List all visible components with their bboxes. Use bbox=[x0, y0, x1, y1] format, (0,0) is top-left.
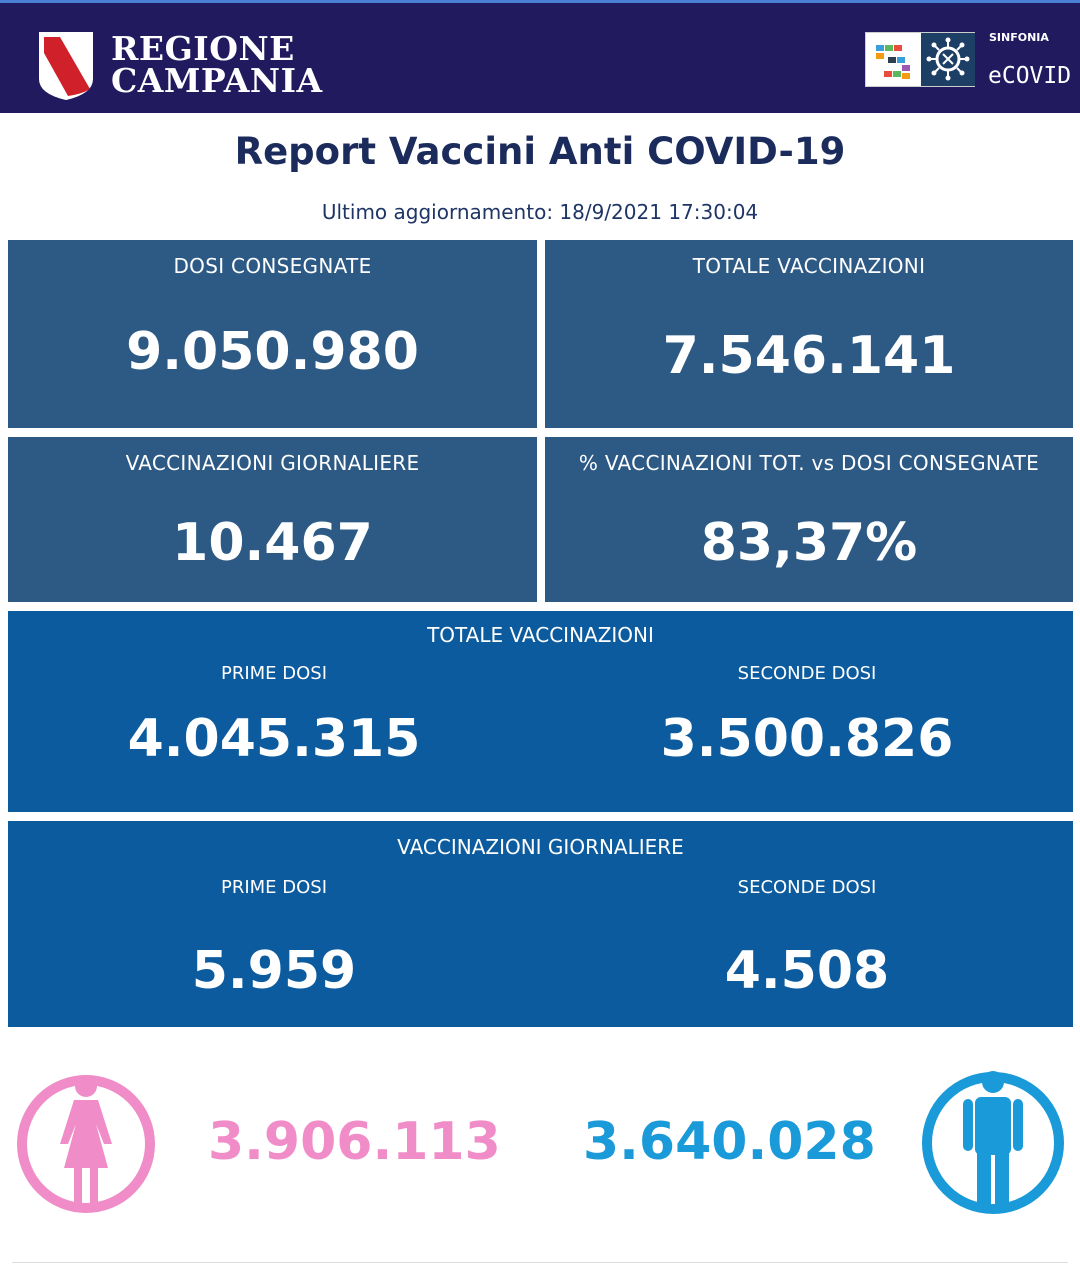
female-count: 3.906.113 bbox=[208, 1112, 501, 1172]
female-person-icon bbox=[17, 1075, 155, 1213]
page-title: Report Vaccini Anti COVID-19 bbox=[234, 130, 846, 173]
seconde-dosi-label: SECONDE DOSI bbox=[737, 663, 877, 684]
seconde-dosi-value: 3.500.826 bbox=[660, 709, 954, 769]
region-name: REGIONE CAMPANIA bbox=[111, 29, 323, 100]
vaccinazioni-giornaliere-split: VACCINAZIONI GIORNALIERE PRIME DOSI 5.95… bbox=[8, 821, 1073, 1027]
split-title: VACCINAZIONI GIORNALIERE bbox=[397, 835, 684, 859]
prime-dosi-label: PRIME DOSI bbox=[220, 663, 328, 684]
dosi-consegnate-card: DOSI CONSEGNATE 9.050.980 bbox=[8, 240, 537, 428]
split-title: TOTALE VACCINAZIONI bbox=[427, 623, 654, 647]
last-updated: Ultimo aggiornamento: 18/9/2021 17:30:04 bbox=[321, 200, 759, 224]
card-value: 10.467 bbox=[172, 513, 373, 573]
card-label: % VACCINAZIONI TOT. vs DOSI CONSEGNATE bbox=[578, 451, 1040, 475]
seconde-dosi-label: SECONDE DOSI bbox=[737, 877, 877, 898]
sinfonia-logo bbox=[865, 32, 975, 87]
prime-dosi-value: 4.045.315 bbox=[127, 709, 421, 769]
sinfonia-s-icon bbox=[876, 45, 910, 79]
prime-dosi-column: PRIME DOSI 5.959 bbox=[8, 821, 540, 1027]
virus-icon bbox=[921, 33, 975, 86]
sinfonia-label: SINFONIA bbox=[989, 31, 1049, 44]
region-name-line1: REGIONE bbox=[111, 29, 295, 68]
male-count: 3.640.028 bbox=[583, 1112, 876, 1172]
percentuale-card: % VACCINAZIONI TOT. vs DOSI CONSEGNATE 8… bbox=[545, 437, 1073, 602]
card-label: VACCINAZIONI GIORNALIERE bbox=[125, 451, 420, 475]
card-value: 83,37% bbox=[700, 513, 918, 573]
totale-vaccinazioni-card: TOTALE VACCINAZIONI 7.546.141 bbox=[545, 240, 1073, 428]
seconde-dosi-column: SECONDE DOSI 3.500.826 bbox=[541, 611, 1073, 812]
header-bar: REGIONE CAMPANIA bbox=[0, 0, 1080, 113]
prime-dosi-value: 5.959 bbox=[191, 941, 357, 1001]
seconde-dosi-value: 4.508 bbox=[724, 941, 890, 1001]
seconde-dosi-column: SECONDE DOSI 4.508 bbox=[541, 821, 1073, 1027]
card-value: 9.050.980 bbox=[126, 322, 419, 382]
prime-dosi-column: PRIME DOSI 4.045.315 bbox=[8, 611, 540, 812]
male-person-icon bbox=[922, 1071, 1064, 1214]
region-name-line2: CAMPANIA bbox=[111, 61, 323, 100]
prime-dosi-label: PRIME DOSI bbox=[220, 877, 328, 898]
regione-campania-crest-icon bbox=[39, 32, 93, 101]
card-label: TOTALE VACCINAZIONI bbox=[692, 254, 926, 278]
vaccinazioni-giornaliere-card: VACCINAZIONI GIORNALIERE 10.467 bbox=[8, 437, 537, 602]
ecovid-label: eCOVID bbox=[988, 63, 1072, 89]
totale-vaccinazioni-split: TOTALE VACCINAZIONI PRIME DOSI 4.045.315… bbox=[8, 611, 1073, 812]
card-value: 7.546.141 bbox=[662, 326, 956, 386]
divider bbox=[12, 1262, 1068, 1263]
card-label: DOSI CONSEGNATE bbox=[173, 254, 372, 278]
